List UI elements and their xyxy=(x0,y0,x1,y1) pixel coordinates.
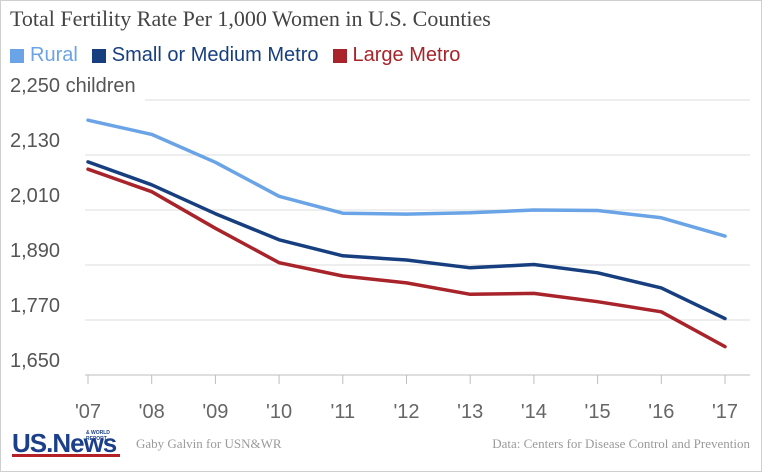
usnews-logo: US.News & WORLD REPORT xyxy=(12,428,128,458)
series-line xyxy=(86,160,727,321)
x-tick-label: '14 xyxy=(521,401,547,423)
legend: Rural Small or Medium Metro Large Metro xyxy=(10,44,460,67)
logo-tagline: & WORLD REPORT xyxy=(86,430,110,442)
chart-title: Total Fertility Rate Per 1,000 Women in … xyxy=(10,6,491,31)
source-text: Data: Centers for Disease Control and Pr… xyxy=(492,436,750,451)
x-tick-label: '07 xyxy=(75,401,101,423)
legend-swatch xyxy=(10,48,24,63)
y-tick-label: 1,650 xyxy=(10,350,60,372)
credit-text: Gaby Galvin for USN&WR xyxy=(136,436,282,451)
x-tick-label: '13 xyxy=(457,401,483,423)
legend-swatch xyxy=(332,48,347,63)
y-tick-label: 2,250 children xyxy=(10,75,136,97)
y-tick-label: 2,010 xyxy=(10,185,60,207)
logo-underline xyxy=(12,454,120,457)
x-tick-label: '11 xyxy=(331,401,356,423)
x-tick-label: '10 xyxy=(266,401,292,423)
x-tick-label: '15 xyxy=(585,401,611,423)
logo-wordmark: US.News xyxy=(12,428,117,458)
x-tick-label: '09 xyxy=(202,401,228,423)
legend-label: Small or Medium Metro xyxy=(111,44,319,66)
legend-label: Large Metro xyxy=(352,44,461,66)
legend-swatch xyxy=(91,48,106,63)
x-tick-label: '08 xyxy=(139,401,165,423)
legend-item: Large Metro xyxy=(332,44,461,67)
x-tick-label: '12 xyxy=(393,401,419,423)
legend-label: Rural xyxy=(30,44,78,66)
y-tick-label: 1,770 xyxy=(10,295,60,317)
series-line xyxy=(86,167,727,349)
x-tick-label: '16 xyxy=(648,401,674,423)
legend-item: Rural xyxy=(10,44,78,67)
y-tick-label: 2,130 xyxy=(10,130,60,152)
series-line xyxy=(86,118,727,238)
y-tick-label: 1,890 xyxy=(10,240,60,262)
legend-item: Small or Medium Metro xyxy=(91,44,319,67)
x-tick-label: '17 xyxy=(712,401,738,423)
